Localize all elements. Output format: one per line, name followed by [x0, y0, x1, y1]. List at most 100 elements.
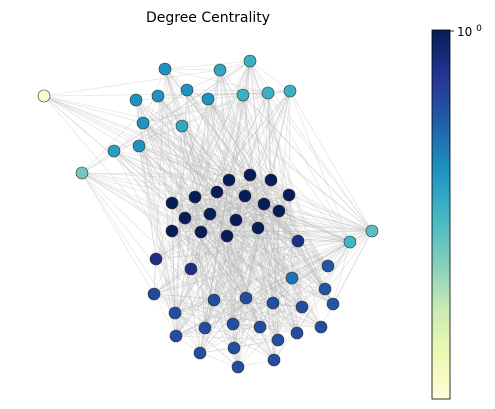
node-layer: [37, 54, 379, 374]
edge: [138, 94, 244, 147]
edge: [320, 230, 373, 328]
edge: [272, 90, 291, 304]
edge: [174, 174, 251, 314]
edge: [199, 194, 290, 354]
edge: [155, 179, 272, 260]
edge: [190, 268, 235, 349]
edge: [267, 92, 303, 308]
node: [251, 221, 265, 235]
edge: [235, 219, 299, 242]
edge: [232, 195, 246, 325]
edge: [226, 203, 265, 237]
edge: [242, 94, 373, 232]
node: [165, 224, 179, 238]
edge: [270, 179, 279, 341]
edge: [228, 179, 247, 299]
edge: [171, 202, 329, 267]
edge: [184, 203, 265, 219]
node: [188, 190, 202, 204]
edge: [81, 172, 186, 219]
node: [283, 84, 297, 98]
node: [314, 320, 328, 334]
edge: [190, 213, 211, 270]
node: [271, 333, 285, 347]
edge: [135, 99, 290, 196]
node: [147, 287, 161, 301]
edge: [297, 230, 373, 242]
edge: [200, 231, 215, 301]
edge: [135, 99, 176, 314]
edge: [226, 174, 251, 237]
edge: [244, 195, 279, 341]
colorbar-tick-base: 10: [457, 25, 472, 39]
edge: [235, 219, 303, 308]
edge: [259, 210, 280, 328]
edge: [219, 69, 290, 196]
edge: [153, 230, 373, 295]
edge: [194, 196, 279, 341]
edge: [272, 194, 290, 304]
node: [285, 271, 299, 285]
edge: [226, 235, 351, 243]
edge: [207, 98, 303, 308]
edge: [200, 179, 230, 233]
edge: [175, 241, 351, 337]
edge: [190, 219, 237, 270]
edge: [184, 195, 246, 219]
edge: [244, 195, 298, 334]
edge: [228, 179, 299, 242]
edge: [233, 210, 280, 349]
edge: [226, 235, 261, 328]
edge: [142, 122, 259, 229]
node: [267, 353, 281, 367]
node: [178, 211, 192, 225]
edge: [171, 202, 298, 334]
edge: [332, 241, 351, 305]
edge: [157, 95, 251, 176]
edge: [181, 125, 218, 193]
edge: [171, 202, 326, 290]
edge: [190, 174, 251, 270]
edge: [171, 202, 235, 349]
edge: [249, 90, 291, 176]
edge: [200, 179, 272, 233]
edge: [296, 240, 299, 334]
edge: [213, 299, 303, 308]
edge: [245, 297, 298, 334]
edge: [157, 95, 237, 221]
edge: [174, 312, 239, 368]
edge: [190, 268, 261, 328]
edge: [272, 265, 329, 304]
edge: [113, 150, 173, 232]
edge: [242, 94, 274, 304]
node: [37, 89, 51, 103]
node: [203, 207, 217, 221]
edge: [249, 174, 259, 229]
edge: [207, 98, 251, 176]
edge: [135, 99, 299, 242]
edge: [181, 125, 246, 197]
edge: [190, 268, 247, 299]
edge: [171, 230, 206, 329]
edge: [184, 217, 373, 232]
edge: [142, 122, 247, 299]
edge: [157, 95, 201, 354]
edge: [190, 227, 259, 270]
edge: [249, 60, 265, 205]
edge: [277, 210, 280, 341]
edge: [138, 145, 211, 215]
edge: [249, 60, 291, 92]
edge: [142, 122, 280, 212]
edge: [249, 60, 274, 304]
edge: [43, 95, 192, 270]
colorbar: 10 0: [431, 24, 482, 400]
edge: [244, 195, 303, 308]
edge: [228, 179, 280, 212]
edge: [43, 95, 230, 181]
edge: [113, 60, 251, 152]
edge: [270, 90, 291, 181]
edge: [297, 240, 303, 308]
edge: [153, 293, 298, 334]
edge: [175, 194, 290, 337]
node: [207, 293, 221, 307]
